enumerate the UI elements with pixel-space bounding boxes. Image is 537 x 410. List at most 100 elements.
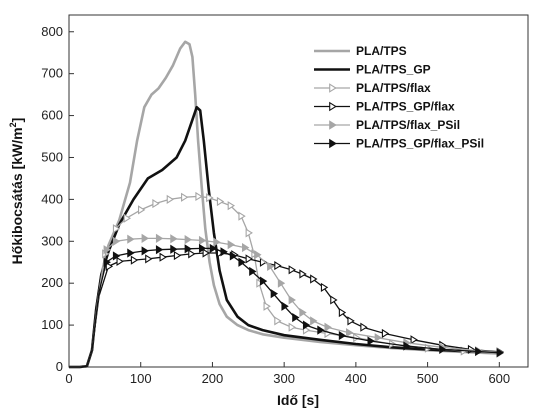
series-2-marker — [181, 192, 189, 202]
series-2-marker — [263, 301, 271, 311]
series-5-marker — [103, 257, 111, 267]
legend-label-0: PLA/TPS — [356, 44, 407, 58]
y-tick-label: 800 — [41, 24, 63, 39]
series-5-marker — [184, 244, 192, 254]
x-tick-label: 200 — [202, 371, 224, 386]
series-4-marker — [254, 250, 262, 260]
series-3-marker — [145, 254, 153, 264]
series-3-marker — [320, 282, 329, 292]
x-axis-title: Idő [s] — [277, 392, 319, 408]
x-tick-label: 100 — [130, 371, 152, 386]
series-5-marker — [475, 346, 483, 357]
series-5-marker — [155, 245, 164, 255]
series-3-marker — [329, 101, 337, 112]
y-tick-label: 400 — [41, 191, 63, 206]
series-4-marker — [184, 235, 192, 245]
series-5-marker — [238, 257, 246, 267]
series-3-marker — [202, 248, 210, 258]
y-tick-label: 300 — [41, 233, 63, 248]
y-tick-label: 200 — [41, 275, 63, 290]
y-tick-label: 700 — [41, 66, 63, 81]
series-0-line — [69, 40, 500, 369]
legend-label-2: PLA/TPS/flax — [356, 81, 431, 95]
series-3-marker — [330, 295, 338, 305]
x-tick-label: 0 — [65, 371, 72, 386]
series-layer — [69, 40, 504, 369]
x-tick-label: 600 — [488, 371, 510, 386]
series-2-marker — [195, 191, 203, 202]
series-4-marker — [170, 234, 178, 244]
series-2-marker — [166, 194, 175, 204]
series-3-marker — [310, 274, 318, 284]
series-5-marker — [170, 244, 178, 254]
y-axis-title-sup: 2 — [8, 122, 18, 127]
series-3-marker — [274, 260, 282, 271]
series-5-marker — [367, 336, 375, 346]
series-3-marker — [116, 256, 124, 266]
series-5-marker — [496, 348, 504, 358]
series-3-marker — [245, 254, 253, 264]
legend: PLA/TPS PLA/TPS_GP PLA/TPS/flax PLA/TPS_GP/… — [314, 44, 484, 151]
series-4-marker — [299, 307, 307, 318]
series-5-marker — [329, 138, 337, 149]
series-2-marker — [288, 322, 296, 332]
series-3-marker — [105, 261, 114, 272]
legend-label-5: PLA/TPS_GP/flax_PSil — [356, 137, 484, 151]
series-5-marker — [270, 289, 279, 299]
series-4-marker — [141, 233, 149, 243]
series-2-marker — [274, 316, 282, 326]
series-4-marker — [198, 235, 207, 246]
series-5-marker — [259, 276, 268, 286]
legend-label-4: PLA/TPS/flax_PSil — [356, 118, 460, 132]
series-4-marker — [288, 295, 296, 305]
series-4-marker — [103, 245, 111, 255]
series-5-marker — [112, 251, 121, 261]
series-5-marker — [292, 312, 300, 323]
series-5-line — [69, 247, 500, 368]
series-3-marker — [159, 252, 167, 262]
series-2-marker — [123, 213, 132, 223]
series-4-marker — [277, 278, 286, 288]
series-5-marker — [198, 243, 207, 254]
series-4 — [69, 233, 504, 368]
y-axis-title: Hőkibocsátás [kW/m2] — [8, 118, 25, 265]
series-5 — [69, 243, 504, 368]
series-5-marker — [220, 247, 228, 257]
series-5-marker — [209, 243, 218, 254]
series-5-marker — [281, 301, 289, 311]
series-4-marker — [242, 242, 250, 253]
series-2-line — [69, 195, 500, 368]
y-axis-title-end: ] — [9, 118, 25, 123]
plot-frame — [68, 14, 529, 368]
y-tick-label: 500 — [41, 149, 63, 164]
series-3-marker — [347, 316, 355, 326]
series-5-marker — [338, 330, 347, 341]
series-5-marker — [302, 320, 311, 330]
series-2-marker — [245, 228, 253, 238]
series-4-marker — [267, 261, 275, 272]
series-4-marker — [345, 328, 354, 338]
series-3-marker — [130, 255, 139, 265]
series-5-marker — [439, 344, 447, 354]
series-3-marker — [381, 328, 390, 339]
series-4-marker — [329, 120, 337, 130]
series-4-marker — [112, 236, 121, 246]
series-5-marker — [127, 248, 135, 258]
series-4-marker — [324, 322, 332, 332]
y-tick-label: 600 — [41, 108, 63, 123]
series-0 — [69, 40, 500, 369]
series-4-marker — [155, 233, 164, 243]
series-2-marker — [112, 224, 121, 234]
series-2-marker — [256, 278, 264, 288]
series-5-marker — [317, 325, 325, 335]
y-tick-label: 100 — [41, 317, 63, 332]
series-2-marker — [206, 193, 214, 203]
x-tick-label: 500 — [417, 371, 439, 386]
series-3 — [69, 248, 504, 368]
series-5-marker — [229, 251, 238, 261]
series-2-marker — [227, 201, 236, 211]
series-5-marker — [249, 266, 257, 277]
series-3-marker — [188, 249, 196, 259]
series-2-marker — [238, 211, 246, 221]
